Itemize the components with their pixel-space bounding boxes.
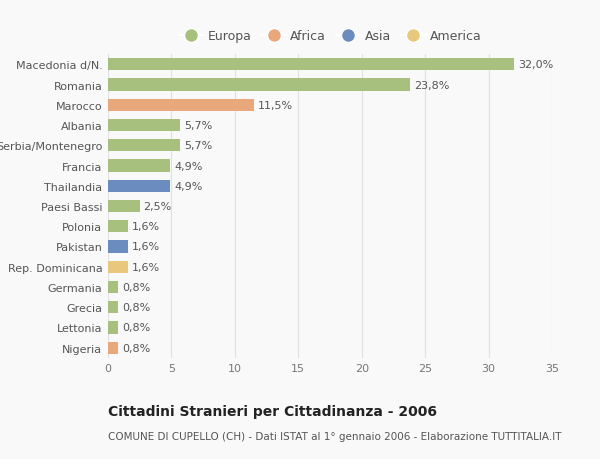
Bar [108,281,118,293]
Bar [108,221,128,233]
Bar [108,79,410,91]
Text: 32,0%: 32,0% [518,60,553,70]
Bar [108,160,170,172]
Text: 1,6%: 1,6% [132,262,160,272]
Text: 0,8%: 0,8% [122,282,150,292]
Text: 23,8%: 23,8% [414,80,449,90]
Bar [108,241,128,253]
Bar [108,59,514,71]
Text: 4,9%: 4,9% [174,161,202,171]
Legend: Europa, Africa, Asia, America: Europa, Africa, Asia, America [173,25,487,48]
Text: 1,6%: 1,6% [132,242,160,252]
Bar [108,261,128,273]
Bar [108,100,254,112]
Text: 11,5%: 11,5% [257,101,293,111]
Text: 2,5%: 2,5% [143,202,172,212]
Text: Cittadini Stranieri per Cittadinanza - 2006: Cittadini Stranieri per Cittadinanza - 2… [108,404,437,418]
Bar [108,201,140,213]
Text: 0,8%: 0,8% [122,343,150,353]
Bar [108,322,118,334]
Text: 5,7%: 5,7% [184,121,212,131]
Text: 1,6%: 1,6% [132,222,160,232]
Bar [108,120,181,132]
Text: 4,9%: 4,9% [174,181,202,191]
Text: 0,8%: 0,8% [122,302,150,313]
Bar [108,302,118,313]
Text: 5,7%: 5,7% [184,141,212,151]
Text: COMUNE DI CUPELLO (CH) - Dati ISTAT al 1° gennaio 2006 - Elaborazione TUTTITALIA: COMUNE DI CUPELLO (CH) - Dati ISTAT al 1… [108,431,562,442]
Bar [108,342,118,354]
Bar [108,180,170,192]
Text: 0,8%: 0,8% [122,323,150,333]
Bar [108,140,181,152]
